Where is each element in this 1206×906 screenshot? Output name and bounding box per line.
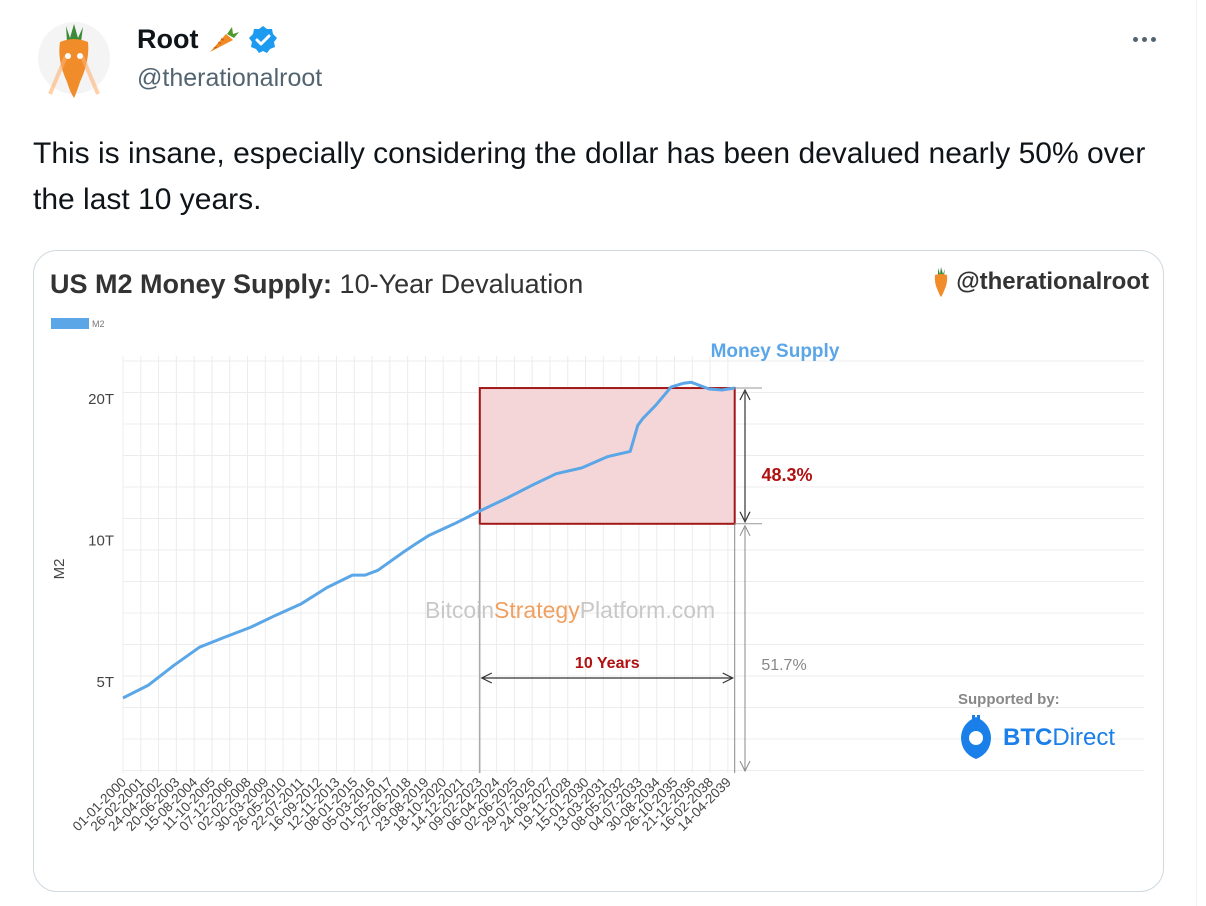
sponsor-name-bold: BTC — [1003, 724, 1053, 751]
verified-badge-icon[interactable] — [248, 25, 278, 55]
legend-swatch — [51, 318, 89, 329]
chart-brand: @therationalroot — [932, 267, 1149, 297]
m2-series-line — [122, 380, 735, 700]
ten-year-arrow-right — [722, 672, 735, 684]
carrot-logo-icon — [935, 267, 948, 297]
pct-up-label: 48.3% — [761, 465, 812, 485]
up-arrow-head — [739, 388, 751, 401]
watermark-text: BitcoinStrategyPlatform.com — [425, 597, 715, 623]
y-tick-label: 10T — [88, 533, 114, 550]
btc-direct-logo-icon — [961, 715, 991, 759]
more-options-button[interactable] — [1120, 22, 1168, 56]
chart-title: US M2 Money Supply: 10-Year Devaluation — [50, 269, 583, 300]
sponsor-logo: BTCDirect — [957, 715, 1115, 761]
tweet-text: This is insane, especially considering t… — [33, 137, 1146, 216]
timeline-divider — [1196, 0, 1197, 906]
ten-year-arrow-left — [480, 672, 493, 684]
ten-year-label: 10 Years — [575, 655, 640, 672]
chart-brand-text: @therationalroot — [956, 268, 1149, 295]
author-handle[interactable]: @therationalroot — [137, 64, 323, 92]
series-label: Money Supply — [711, 341, 840, 362]
chart-title-rest: 10-Year Devaluation — [339, 269, 584, 299]
pct-down-label: 51.7% — [761, 657, 806, 674]
y-tick-label: 20T — [88, 391, 114, 408]
more-options-icon — [1132, 36, 1138, 42]
sponsor-name-rest: Direct — [1052, 724, 1115, 751]
y-tick-label: 5T — [96, 674, 114, 691]
legend-label: M2 — [92, 318, 105, 329]
lower-down-arrow-head — [739, 760, 751, 773]
author-name-text[interactable]: Root — [137, 24, 199, 54]
carrot-emoji-icon — [210, 26, 240, 52]
y-axis-label: M2 — [51, 559, 68, 580]
author-avatar[interactable] — [36, 16, 112, 100]
down-arrow-head — [739, 511, 751, 524]
sponsor-name: BTCDirect — [1003, 724, 1115, 752]
chart-image-card[interactable]: US M2 Money Supply: 10-Year Devaluation … — [33, 250, 1164, 892]
chart-legend: M2 — [51, 318, 105, 329]
chart-title-bold: US M2 Money Supply: — [50, 269, 333, 299]
author-name[interactable]: Root — [137, 24, 278, 55]
m2-line-chart: 5T10T20TM201-01-200026-02-200124-04-2002… — [51, 341, 1144, 834]
supported-by-label: Supported by: — [958, 691, 1060, 708]
lower-up-arrow-head — [739, 524, 751, 537]
